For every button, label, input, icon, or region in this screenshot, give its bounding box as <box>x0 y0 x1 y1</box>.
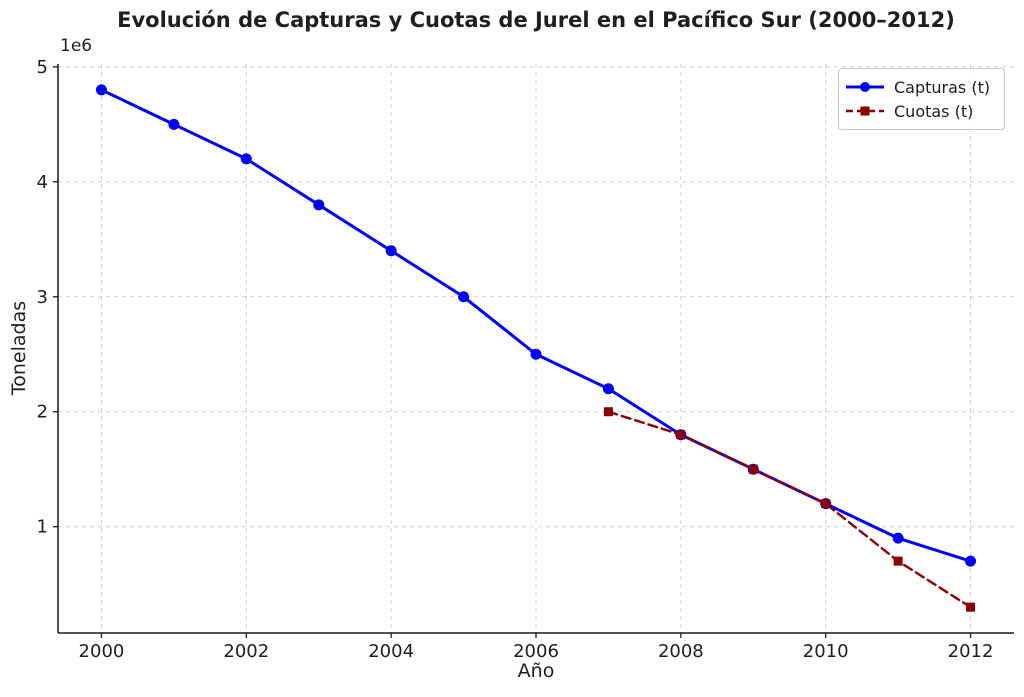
x-tick-label: 2010 <box>803 641 849 662</box>
y-tick-label: 1 <box>37 517 48 538</box>
data-point-cuotas <box>748 464 758 474</box>
y-tick-label: 2 <box>37 402 48 423</box>
y-axis-offset-label: 1e6 <box>60 36 93 56</box>
chart-title: Evolución de Capturas y Cuotas de Jurel … <box>117 8 955 32</box>
x-tick-label: 2006 <box>513 641 559 662</box>
data-point-capturas <box>602 383 614 395</box>
x-tick-label: 2002 <box>223 641 269 662</box>
legend-sample-marker-cuotas <box>860 106 870 116</box>
data-point-capturas <box>530 348 542 360</box>
data-point-cuotas <box>966 602 976 612</box>
y-tick-label: 3 <box>37 287 48 308</box>
data-point-cuotas <box>893 556 903 566</box>
data-point-capturas <box>313 199 325 211</box>
series-line-cuotas <box>607 410 972 609</box>
x-tick-label: 2000 <box>79 641 125 662</box>
data-point-cuotas <box>603 407 613 417</box>
data-point-capturas <box>965 555 977 567</box>
y-tick-label: 4 <box>37 172 48 193</box>
data-point-cuotas <box>821 499 831 509</box>
x-tick-label: 2012 <box>948 641 994 662</box>
legend-line-sample-capturas <box>846 82 884 92</box>
x-axis-label: Año <box>517 660 555 682</box>
x-tick-label: 2004 <box>368 641 414 662</box>
data-point-capturas <box>458 291 470 303</box>
legend-sample-marker-capturas <box>860 82 870 92</box>
legend-label-cuotas: Cuotas (t) <box>894 101 974 121</box>
legend-label-capturas: Capturas (t) <box>894 77 991 97</box>
data-point-capturas <box>892 532 904 544</box>
x-tick-label: 2008 <box>658 641 704 662</box>
data-point-capturas <box>240 153 252 165</box>
legend: Capturas (t) Cuotas (t) <box>838 68 1005 130</box>
data-point-cuotas <box>676 430 686 440</box>
legend-item-cuotas: Cuotas (t) <box>846 99 996 123</box>
data-point-capturas <box>385 245 397 257</box>
legend-line-sample-cuotas <box>846 106 884 116</box>
data-point-capturas <box>95 84 107 96</box>
y-tick-label: 5 <box>37 57 48 78</box>
legend-item-capturas: Capturas (t) <box>846 75 996 99</box>
data-point-capturas <box>168 118 180 130</box>
